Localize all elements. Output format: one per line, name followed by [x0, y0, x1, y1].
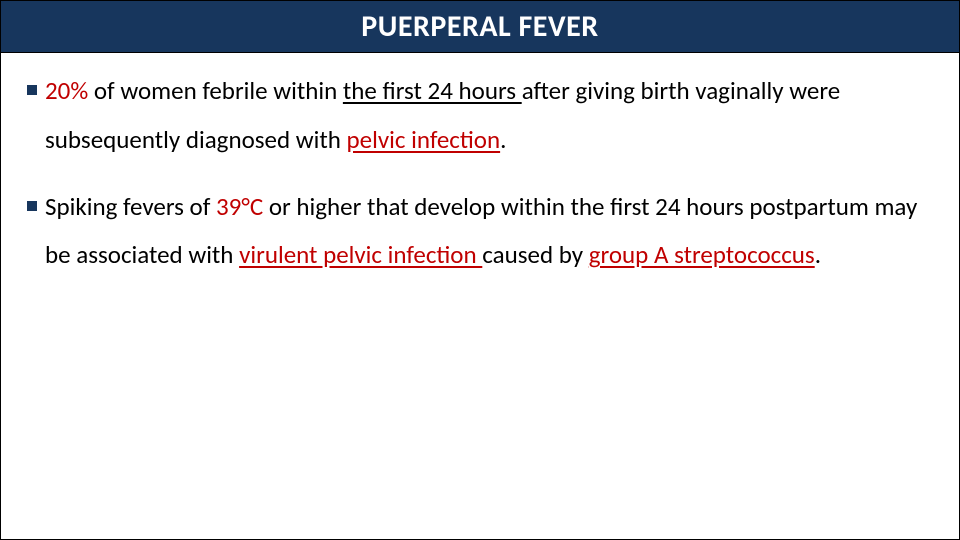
body-text: caused by — [482, 239, 588, 270]
slide-content: 20% of women febrile within the first 24… — [1, 53, 959, 280]
emphasis-underline-text: pelvic infection — [347, 124, 501, 155]
slide: PUERPERAL FEVER 20% of women febrile wit… — [0, 0, 960, 540]
emphasis-text: 39°C — [216, 191, 269, 222]
emphasis-underline-text: group A streptococcus — [589, 239, 815, 270]
underline-text: the first 24 hours — [343, 75, 522, 106]
bullet-item: Spiking fevers of 39°C or higher that de… — [27, 183, 933, 281]
title-bar: PUERPERAL FEVER — [1, 1, 959, 53]
body-text: . — [500, 124, 506, 155]
body-text: Spiking fevers of — [45, 191, 216, 222]
bullet-list: 20% of women febrile within the first 24… — [27, 67, 933, 280]
emphasis-underline-text: virulent pelvic infection — [239, 239, 482, 270]
body-text: of women febrile within — [94, 75, 343, 106]
body-text: . — [815, 239, 821, 270]
bullet-item: 20% of women febrile within the first 24… — [27, 67, 933, 165]
emphasis-text: 20% — [45, 75, 94, 106]
slide-title: PUERPERAL FEVER — [361, 8, 598, 45]
